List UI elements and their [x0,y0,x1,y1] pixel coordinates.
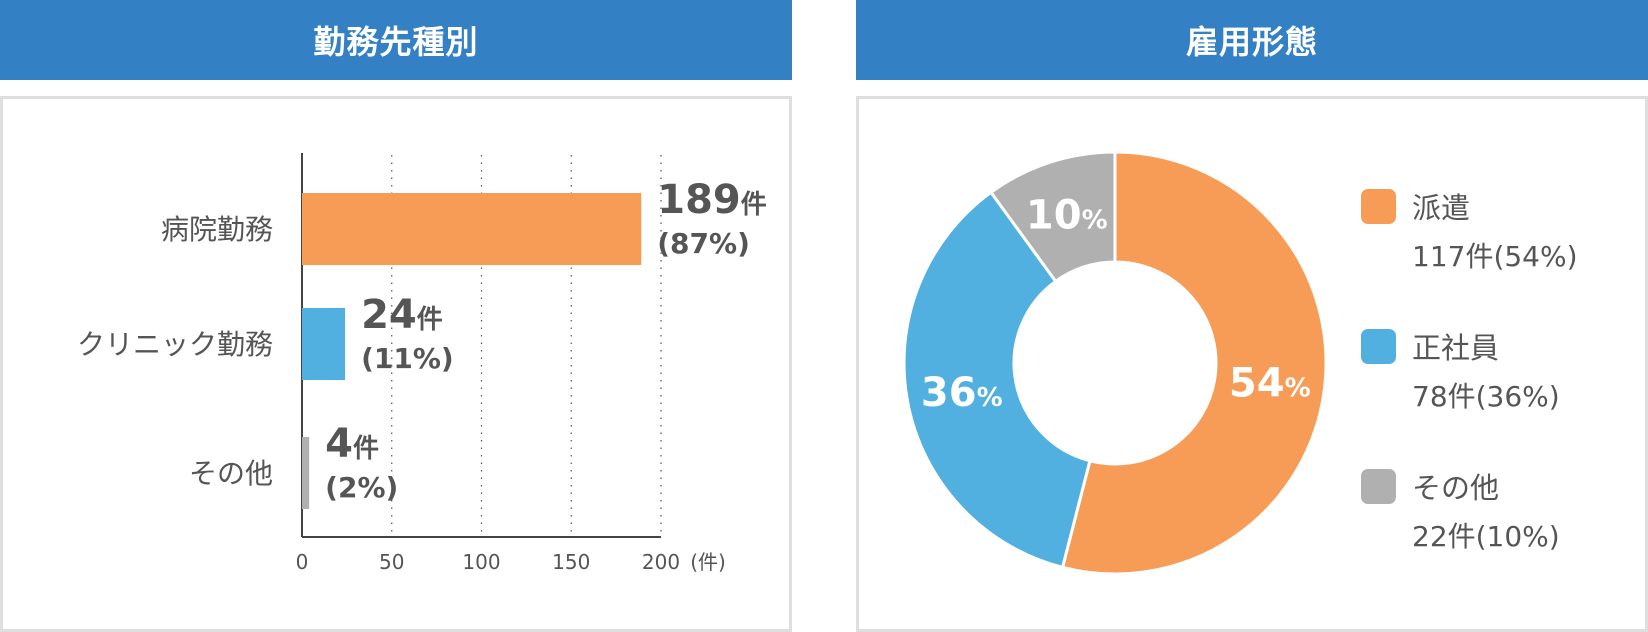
workplace-type-panel: 勤務先種別 0 50 100 150 200 (件) 病院勤務 189件 (87%) クリニック勤… [0,0,792,632]
slice-percent-label: 10% [1026,193,1108,239]
bar-value-label: 24件 [361,292,443,338]
x-tick-label: 0 [296,550,309,574]
bar-value-number: 4 [325,421,353,467]
legend-swatch-2 [1361,469,1396,504]
bar-percent-label: (2%) [325,471,398,504]
category-label: その他 [189,457,273,490]
category-label: 病院勤務 [161,213,273,246]
bar-1 [302,308,346,380]
legend-value: 78件(36%) [1412,380,1560,413]
slice-percent-label: 36% [921,370,1003,416]
x-tick-label: 100 [462,550,500,574]
bar-percent-label: (11%) [361,342,454,375]
bar-value-label: 4件 [325,421,379,467]
donut-slice-2 [988,150,1117,284]
bar-value-unit: 件 [353,434,379,464]
legend-label: その他 [1412,471,1499,505]
bar-value-label: 189件 [657,177,767,223]
slice-percent-sign: % [1082,206,1108,236]
x-tick-label: 200 [642,550,680,574]
workplace-type-header: 勤務先種別 [0,0,792,80]
category-label: クリニック勤務 [77,328,273,361]
bar-value-unit: 件 [741,190,767,220]
bar-value-unit: 件 [417,305,443,335]
employment-type-donut-chart: 54%36%10% 派遣117件(54%)正社員78件(36%)その他22件(10… [902,150,1578,576]
legend-value: 117件(54%) [1412,240,1578,273]
donut-slice-0 [1060,150,1328,576]
slice-percent-sign: % [1285,374,1311,404]
x-tick-label: 150 [552,550,590,574]
x-axis-unit-label: (件) [690,550,726,574]
legend-swatch-1 [1361,329,1396,364]
bar-percent-label: (87%) [657,227,750,260]
slice-percent-sign: % [977,383,1003,413]
donut-slice-1 [902,190,1092,570]
bar-value-number: 189 [657,177,741,223]
bar-2 [302,437,310,509]
bar-value-number: 24 [361,292,417,338]
workplace-type-chart-frame [0,96,792,632]
employment-type-panel: 雇用形態 54% 36% 10% 派遣 117件(54%) 正社員 78件(36%) その他 2… [856,0,1648,632]
workplace-type-bar-chart: 0 50 100 150 200 (件)病院勤務189件(87%)クリニック勤務24件(1… [77,153,767,574]
legend-swatch-0 [1361,189,1396,224]
legend-label: 派遣 [1412,191,1470,225]
bar-0 [302,193,642,265]
slice-percent-number: 54 [1229,361,1285,407]
x-tick-label: 50 [379,550,404,574]
slice-percent-number: 36 [921,370,977,416]
legend-value: 22件(10%) [1412,520,1560,553]
legend-label: 正社員 [1412,331,1499,365]
slice-percent-number: 10 [1026,193,1082,239]
employment-type-header: 雇用形態 [856,0,1648,80]
slice-percent-label: 54% [1229,361,1311,407]
